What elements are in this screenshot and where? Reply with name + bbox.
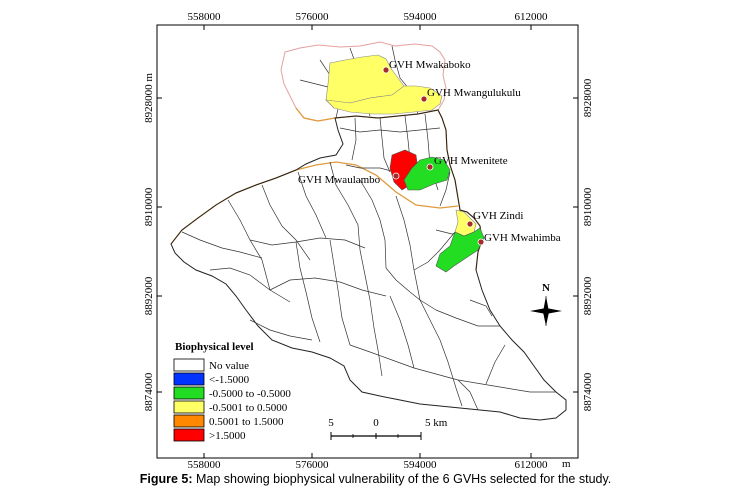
legend-item: <-1.5000 [173,372,250,386]
top-grid-label: 558000 [188,11,222,23]
legend-item: No value [173,358,249,372]
right-grid-label: 8892000 [582,276,594,315]
village-polygon-mwangulukulu [325,85,443,115]
legend-swatch [173,372,205,386]
top-grid-label: 576000 [296,11,330,23]
north-label: N [542,282,550,294]
map-pin-icon [426,163,434,171]
north-arrow-icon: N [530,282,562,326]
legend-swatch [173,414,205,428]
right-grid-label: 8928000 [582,78,594,117]
legend-item: -0.5001 to 0.5000 [173,400,288,414]
village-label-mwahimba: GVH Mwahimba [484,232,561,244]
legend-label: -0.5000 to -0.5000 [209,388,291,400]
bottom-grid-unit: m [562,458,571,470]
legend-item: 0.5001 to 1.5000 [173,414,284,428]
left-grid-label: 8910000 [143,187,155,226]
village-label-zindi: GVH Zindi [473,210,523,222]
legend-swatch [173,400,205,414]
village-label-mwaulambo: GVH Mwaulambo [298,174,381,186]
map-pin-icon [392,172,400,180]
left-grid-label: 8928000 m [143,73,155,123]
right-grid-label: 8910000 [582,187,594,226]
left-grid-label: 8892000 [143,276,155,315]
grid-labels: 558000 576000 594000 612000 558000 57600… [143,11,594,471]
legend: Biophysical level No value <-1.5000 -0.5… [173,341,291,442]
legend-label: 0.5001 to 1.5000 [209,416,284,428]
legend-item: >1.5000 [173,428,246,442]
bottom-grid-label: 558000 [188,459,222,471]
bottom-grid-label: 576000 [296,459,330,471]
district-outline [170,109,567,421]
map-pin-icon [466,220,474,228]
legend-label: <-1.5000 [209,374,250,386]
legend-label: >1.5000 [209,430,246,442]
scale-label: 5 km [425,417,448,429]
village-label-mwakaboko: GVH Mwakaboko [389,59,471,71]
legend-swatch [173,358,205,372]
village-labels: GVH Mwakaboko GVH Mwangulukulu GVH Mweni… [298,59,561,244]
legend-swatch [173,428,205,442]
legend-title: Biophysical level [175,341,254,353]
map-pin-icon [477,238,485,246]
top-grid-label: 594000 [404,11,438,23]
legend-label: No value [209,360,249,372]
grid-ticks [157,25,578,458]
caption-prefix: Figure 5: [139,472,193,486]
legend-item: -0.5000 to -0.5000 [173,386,291,400]
legend-swatch [173,386,205,400]
map-pin-icon [420,95,428,103]
caption-text: Map showing biophysical vulnerability of… [192,472,612,486]
top-grid-label: 612000 [515,11,549,23]
bottom-grid-label: 594000 [404,459,438,471]
figure-caption: Figure 5: Map showing biophysical vulner… [0,472,751,486]
scale-bar: 5 0 5 km [328,417,448,440]
right-grid-label: 8874000 [582,372,594,411]
bottom-grid-label: 612000 [515,459,549,471]
village-polygon-mwenitete [403,156,451,191]
scale-label: 0 [373,417,379,429]
village-polygon-mwahimba [435,227,485,273]
village-markers [382,66,485,246]
village-label-mwangulukulu: GVH Mwangulukulu [427,87,521,99]
scale-label: 5 [328,417,334,429]
left-grid-label: 8874000 [143,372,155,411]
village-label-mwenitete: GVH Mwenitete [434,155,508,167]
legend-label: -0.5001 to 0.5000 [209,402,288,414]
map-pin-icon [382,66,390,74]
